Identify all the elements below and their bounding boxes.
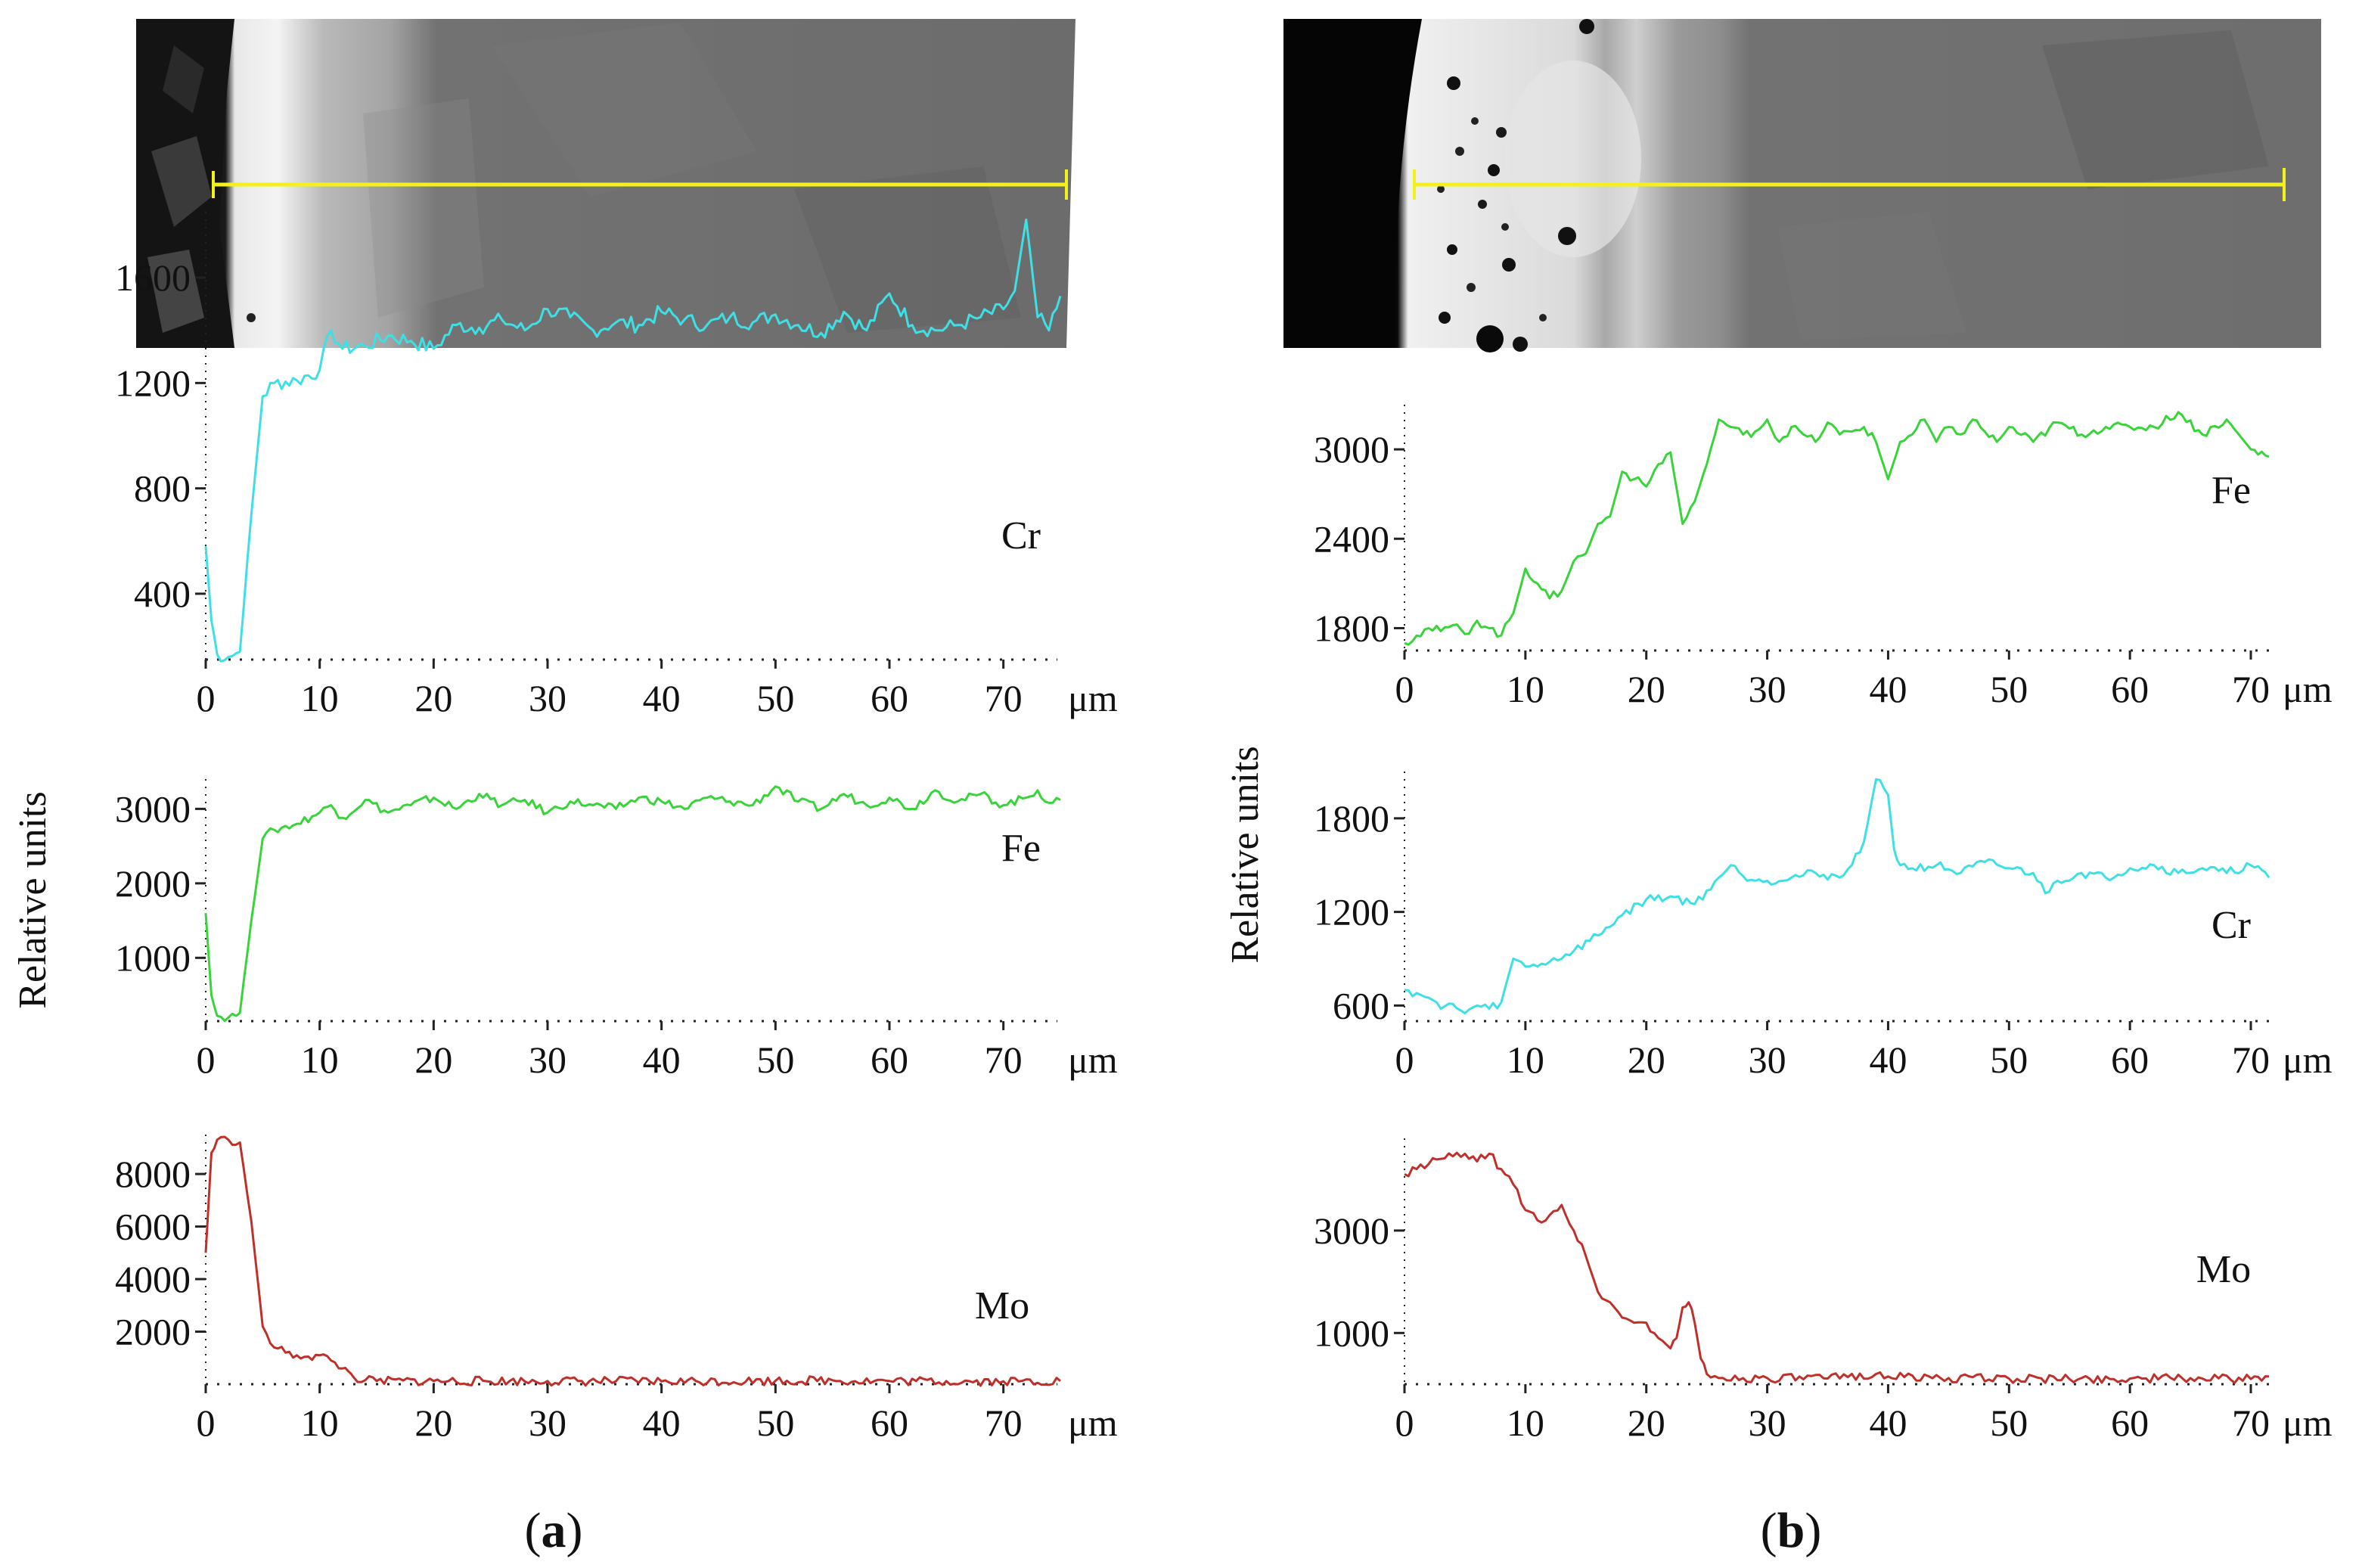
y-tick-label-a-cr-400: 400 [134, 573, 191, 615]
y-tick-label-b-cr-600: 600 [1333, 984, 1389, 1026]
ylabel-b: Relative units [1224, 746, 1267, 963]
x-tick-label-b-mo-10: 10 [1507, 1402, 1544, 1444]
y-tick-label-b-mo-1000: 1000 [1314, 1312, 1389, 1354]
sem-image-b [1283, 19, 2321, 352]
x-tick-label-a-fe-30: 30 [529, 1039, 566, 1081]
x-tick-label-b-cr-40: 40 [1869, 1039, 1907, 1081]
x-tick-label-a-fe-10: 10 [301, 1039, 339, 1081]
x-tick-label-b-mo-60: 60 [2111, 1402, 2149, 1444]
x-tick-label-b-cr-70: 70 [2232, 1039, 2270, 1081]
x-unit-a-cr: μm [1068, 677, 1118, 719]
y-tick-label-a-mo-2000: 2000 [115, 1311, 191, 1353]
x-tick-label-b-fe-40: 40 [1869, 668, 1907, 710]
x-tick-label-b-cr-50: 50 [1990, 1039, 2028, 1081]
x-tick-label-a-fe-70: 70 [985, 1039, 1023, 1081]
x-tick-label-a-cr-60: 60 [871, 677, 908, 719]
x-unit-b-mo: μm [2283, 1402, 2333, 1444]
x-tick-label-a-mo-30: 30 [529, 1402, 566, 1444]
chart-b-mo: 0 10 20 30 40 50 60 70 μm 1000 3000 Mo [1314, 1138, 2333, 1444]
y-tick-label-a-mo-6000: 6000 [115, 1206, 191, 1248]
y-tick-label-b-fe-3000: 3000 [1314, 428, 1389, 470]
x-tick-label-a-mo-50: 50 [756, 1402, 794, 1444]
x-tick-label-b-cr-30: 30 [1749, 1039, 1786, 1081]
x-tick-label-b-fe-30: 30 [1749, 668, 1786, 710]
y-tick-label-a-cr-1600: 1600 [115, 256, 191, 299]
x-tick-label-a-mo-20: 20 [414, 1402, 452, 1444]
y-tick-label-a-cr-800: 800 [134, 467, 191, 510]
x-tick-label-b-cr-10: 10 [1507, 1039, 1544, 1081]
x-tick-label-b-mo-20: 20 [1628, 1402, 1665, 1444]
x-tick-label-a-fe-0: 0 [197, 1039, 216, 1081]
x-unit-a-mo: μm [1068, 1402, 1118, 1444]
x-tick-label-b-fe-20: 20 [1628, 668, 1665, 710]
x-tick-label-a-mo-70: 70 [985, 1402, 1023, 1444]
x-tick-label-b-mo-40: 40 [1869, 1402, 1907, 1444]
x-tick-label-a-mo-40: 40 [643, 1402, 681, 1444]
x-tick-label-a-cr-40: 40 [643, 677, 681, 719]
chart-a-mo: 0 10 20 30 40 50 60 70 μm 2000 4000 6000 8000 Mo [115, 1135, 1118, 1444]
x-tick-label-a-fe-40: 40 [643, 1039, 681, 1081]
x-tick-label-a-fe-60: 60 [871, 1039, 908, 1081]
x-tick-label-a-mo-10: 10 [301, 1402, 339, 1444]
series-line-b-cr [1404, 778, 2270, 1015]
x-unit-a-fe: μm [1068, 1039, 1118, 1081]
x-tick-label-b-fe-10: 10 [1507, 668, 1544, 710]
series-line-a-fe [204, 785, 1061, 1023]
x-tick-label-b-mo-70: 70 [2232, 1402, 2270, 1444]
x-tick-label-a-cr-70: 70 [985, 677, 1023, 719]
x-unit-b-cr: μm [2283, 1039, 2333, 1081]
y-tick-label-a-fe-1000: 1000 [115, 936, 191, 979]
y-tick-label-a-cr-1200: 1200 [115, 362, 191, 404]
element-label-b-cr: Cr [2211, 904, 2251, 947]
x-tick-label-b-fe-70: 70 [2232, 668, 2270, 710]
series-line-b-mo [1404, 1151, 2270, 1384]
chart-b-cr: 0 10 20 30 40 50 60 70 μm 600 1200 1800 Cr [1314, 772, 2333, 1081]
y-tick-label-a-mo-8000: 8000 [115, 1153, 191, 1195]
x-tick-label-a-cr-10: 10 [301, 677, 339, 719]
chart-a-cr: 0 10 20 30 40 50 60 70 μm 400 800 1200 1600 Cr [115, 212, 1118, 719]
chart-a-fe: 0 10 20 30 40 50 60 70 μm 1000 2000 3000 Fe [115, 779, 1118, 1081]
y-tick-label-a-fe-3000: 3000 [115, 787, 191, 830]
y-tick-label-b-mo-3000: 3000 [1314, 1209, 1389, 1252]
series-line-a-mo [204, 1135, 1061, 1387]
y-tick-label-a-fe-2000: 2000 [115, 862, 191, 905]
x-tick-label-a-fe-50: 50 [756, 1039, 794, 1081]
x-tick-label-a-mo-0: 0 [197, 1402, 216, 1444]
y-tick-label-a-mo-4000: 4000 [115, 1258, 191, 1300]
element-label-b-mo: Mo [2196, 1248, 2251, 1291]
x-tick-label-a-cr-20: 20 [414, 677, 452, 719]
x-tick-label-a-cr-0: 0 [197, 677, 216, 719]
element-label-a-cr: Cr [1001, 514, 1041, 557]
x-tick-label-b-fe-60: 60 [2111, 668, 2149, 710]
x-tick-label-b-fe-50: 50 [1990, 668, 2028, 710]
y-tick-label-b-fe-1800: 1800 [1314, 607, 1389, 649]
y-tick-label-b-cr-1800: 1800 [1314, 797, 1389, 840]
element-label-b-fe: Fe [2211, 469, 2251, 512]
x-tick-label-b-cr-60: 60 [2111, 1039, 2149, 1081]
x-tick-label-b-cr-0: 0 [1395, 1039, 1414, 1081]
ylabel-a: Relative units [11, 791, 54, 1008]
x-tick-label-a-cr-50: 50 [756, 677, 794, 719]
sem-image-a [136, 19, 1075, 348]
y-tick-label-b-fe-2400: 2400 [1314, 517, 1389, 560]
x-tick-label-b-cr-20: 20 [1628, 1039, 1665, 1081]
y-tick-label-b-cr-1200: 1200 [1314, 891, 1389, 933]
series-line-b-fe [1404, 411, 2270, 646]
x-tick-label-a-mo-60: 60 [871, 1402, 908, 1444]
chart-b-fe: 0 10 20 30 40 50 60 70 μm 1800 2400 3000 Fe [1314, 405, 2333, 710]
series-line-a-cr [204, 218, 1062, 663]
x-tick-label-b-fe-0: 0 [1395, 668, 1414, 710]
x-tick-label-b-mo-30: 30 [1749, 1402, 1786, 1444]
x-tick-label-b-mo-0: 0 [1395, 1402, 1414, 1444]
x-tick-label-b-mo-50: 50 [1990, 1402, 2028, 1444]
element-label-a-mo: Mo [975, 1284, 1029, 1327]
x-tick-label-a-fe-20: 20 [414, 1039, 452, 1081]
x-unit-b-fe: μm [2283, 668, 2333, 710]
x-tick-label-a-cr-30: 30 [529, 677, 566, 719]
element-label-a-fe: Fe [1001, 827, 1041, 870]
panel-label-a: (a) [525, 1503, 583, 1558]
panel-label-b: (b) [1761, 1503, 1822, 1558]
